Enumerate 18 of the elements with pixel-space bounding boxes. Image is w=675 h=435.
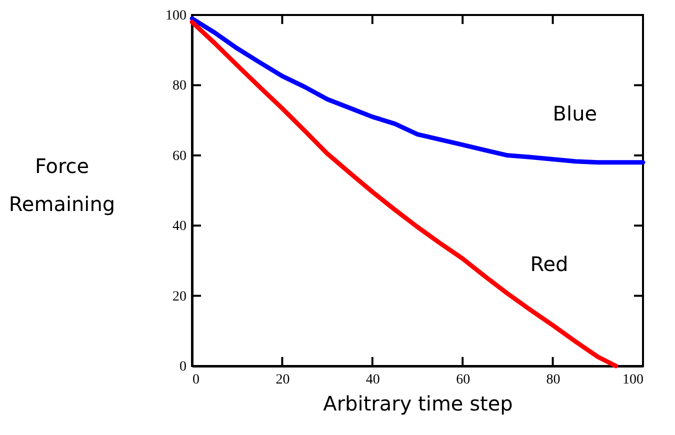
line-series — [190, 20, 618, 368]
y-tick-label: 60 — [172, 148, 186, 164]
line-series — [190, 16, 646, 165]
y-tick-label: 80 — [172, 78, 186, 94]
x-tick-label: 40 — [366, 372, 380, 388]
x-tick-label: 100 — [622, 372, 644, 388]
y-axis-title: Force Remaining — [8, 154, 116, 216]
y-tick-label: 0 — [180, 360, 186, 374]
x-tick-label: 60 — [456, 372, 470, 388]
series-label: Blue — [552, 101, 598, 126]
x-tick-label: 80 — [546, 372, 560, 388]
x-tick-label: 0 — [192, 372, 200, 388]
x-tick-label: 20 — [276, 372, 290, 388]
y-tick-label: 100 — [166, 8, 186, 24]
x-axis-title: Arbitrary time step — [323, 392, 513, 416]
y-tick-label: 40 — [172, 219, 186, 234]
series-label: Red — [530, 252, 568, 276]
y-tick-label: 20 — [172, 289, 186, 304]
